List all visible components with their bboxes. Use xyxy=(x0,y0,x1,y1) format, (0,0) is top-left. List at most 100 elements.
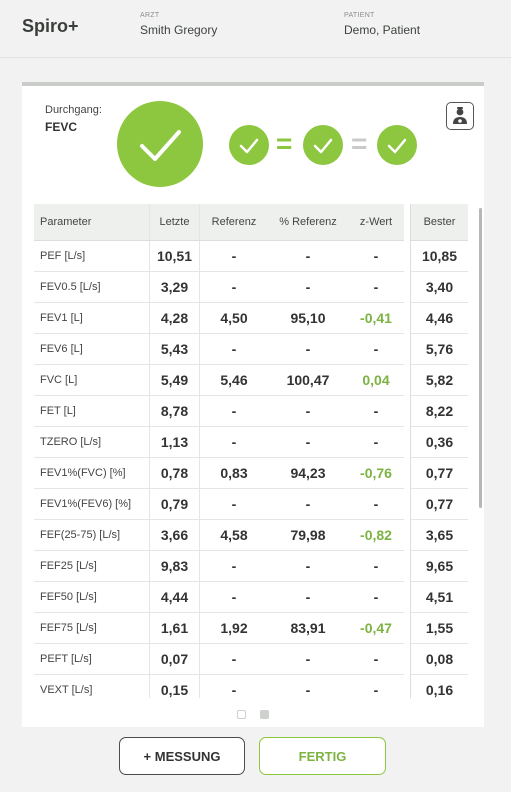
cell-z-wert: -0,82 xyxy=(360,527,392,543)
cell-referenz: 4,58 xyxy=(220,527,248,543)
cell-bester: 0,36 xyxy=(425,434,454,450)
table-row: FEV0.5 [L/s] 3,29 - - - xyxy=(34,272,404,303)
cell-param: FVC [L] xyxy=(34,365,150,395)
cell-bester: 8,22 xyxy=(425,403,454,419)
table-row: FEF(25-75) [L/s] 3,66 4,58 79,98 -0,82 xyxy=(34,520,404,551)
equals-icon-grey: = xyxy=(351,128,368,159)
cell-param: PEF [L/s] xyxy=(34,241,150,271)
cell-param: FEF25 [L/s] xyxy=(34,551,150,581)
cell-prozent-referenz: - xyxy=(305,434,311,450)
best-header-row: Bester xyxy=(410,204,468,241)
cell-referenz: - xyxy=(231,496,237,512)
person-icon-button[interactable] xyxy=(446,102,474,130)
cell-param: PEFT [L/s] xyxy=(34,644,150,674)
cell-bester: 10,85 xyxy=(421,248,458,264)
results-table-area[interactable]: Parameter Letzte Referenz % Referenz z-W… xyxy=(34,204,472,698)
cell-referenz: 4,50 xyxy=(220,310,248,326)
cell-prozent-referenz: 95,10 xyxy=(290,310,326,326)
cell-param: TZERO [L/s] xyxy=(34,427,150,457)
header-prozent-referenz: % Referenz xyxy=(279,216,337,228)
person-icon xyxy=(453,107,467,124)
best-row: 4,51 xyxy=(410,582,468,613)
best-row: 10,85 xyxy=(410,241,468,272)
cell-bester: 5,82 xyxy=(425,372,454,388)
results-table: Parameter Letzte Referenz % Referenz z-W… xyxy=(34,204,404,698)
cell-letzte: 0,78 xyxy=(150,458,200,488)
check-icon-2 xyxy=(303,125,343,165)
cell-bester: 0,16 xyxy=(425,682,454,698)
cell-z-wert: -0,47 xyxy=(360,620,392,636)
cell-referenz: - xyxy=(231,403,237,419)
header-z-wert: z-Wert xyxy=(359,216,393,228)
app-header: Spiro+ ARZT Smith Gregory PATIENT Demo, … xyxy=(0,0,511,58)
cell-prozent-referenz: - xyxy=(305,496,311,512)
cell-prozent-referenz: - xyxy=(305,589,311,605)
cell-z-wert: - xyxy=(373,341,379,357)
results-card: Durchgang: FEVC = = Parameter Letzte Ref… xyxy=(22,82,484,727)
table-row: FEV1%(FVC) [%] 0,78 0,83 94,23 -0,76 xyxy=(34,458,404,489)
table-row: FEV1%(FEV6) [%] 0,79 - - - xyxy=(34,489,404,520)
cell-prozent-referenz: 100,47 xyxy=(286,372,330,388)
best-row: 5,82 xyxy=(410,365,468,396)
page-dot-2[interactable] xyxy=(260,710,269,719)
cell-letzte: 0,07 xyxy=(150,644,200,674)
cell-letzte: 9,83 xyxy=(150,551,200,581)
cell-param: FEF75 [L/s] xyxy=(34,613,150,643)
cell-z-wert: - xyxy=(373,434,379,450)
cell-referenz: - xyxy=(231,434,237,450)
cell-prozent-referenz: - xyxy=(305,248,311,264)
best-row: 9,65 xyxy=(410,551,468,582)
cell-prozent-referenz: 83,91 xyxy=(290,620,326,636)
patient-value: Demo, Patient xyxy=(344,23,421,37)
finish-button[interactable]: FERTIG xyxy=(259,737,386,775)
add-measurement-button[interactable]: + MESSUNG xyxy=(119,737,245,775)
cell-referenz: 5,46 xyxy=(220,372,248,388)
cell-letzte: 5,43 xyxy=(150,334,200,364)
best-row: 8,22 xyxy=(410,396,468,427)
equals-icon-green: = xyxy=(276,128,293,159)
cell-z-wert: - xyxy=(373,651,379,667)
cell-letzte: 0,79 xyxy=(150,489,200,519)
header-parameter: Parameter xyxy=(34,204,150,240)
table-row: TZERO [L/s] 1,13 - - - xyxy=(34,427,404,458)
table-row: FEV1 [L] 4,28 4,50 95,10 -0,41 xyxy=(34,303,404,334)
best-row: 4,46 xyxy=(410,303,468,334)
cell-bester: 0,77 xyxy=(425,465,454,481)
cell-prozent-referenz: - xyxy=(305,558,311,574)
best-row: 5,76 xyxy=(410,334,468,365)
cell-prozent-referenz: - xyxy=(305,682,311,698)
cell-bester: 1,55 xyxy=(425,620,454,636)
table-header-row: Parameter Letzte Referenz % Referenz z-W… xyxy=(34,204,404,241)
cell-referenz: - xyxy=(231,341,237,357)
table-row: FVC [L] 5,49 5,46 100,47 0,04 xyxy=(34,365,404,396)
cell-referenz: - xyxy=(231,682,237,698)
cell-param: FEV6 [L] xyxy=(34,334,150,364)
cell-letzte: 8,78 xyxy=(150,396,200,426)
header-bester: Bester xyxy=(423,216,456,228)
cell-referenz: 1,92 xyxy=(220,620,248,636)
cell-z-wert: - xyxy=(373,589,379,605)
cell-param: FEV1%(FEV6) [%] xyxy=(34,489,150,519)
cell-prozent-referenz: - xyxy=(305,403,311,419)
page-indicator xyxy=(237,710,269,719)
cell-z-wert: 0,04 xyxy=(362,372,390,388)
cell-z-wert: -0,76 xyxy=(360,465,392,481)
cell-param: VEXT [L/s] xyxy=(34,675,150,698)
table-scrollbar[interactable] xyxy=(479,208,482,508)
page-dot-1[interactable] xyxy=(237,710,246,719)
cell-z-wert: - xyxy=(373,558,379,574)
cell-bester: 3,40 xyxy=(425,279,454,295)
patient-block: PATIENT Demo, Patient xyxy=(344,12,420,37)
table-row: FEF25 [L/s] 9,83 - - - xyxy=(34,551,404,582)
cell-letzte: 4,28 xyxy=(150,303,200,333)
cell-z-wert: - xyxy=(373,496,379,512)
cell-referenz: - xyxy=(231,651,237,667)
cell-letzte: 3,29 xyxy=(150,272,200,302)
cell-prozent-referenz: 94,23 xyxy=(290,465,326,481)
cell-referenz: - xyxy=(231,558,237,574)
cell-prozent-referenz: - xyxy=(305,651,311,667)
cell-letzte: 1,61 xyxy=(150,613,200,643)
table-row: PEFT [L/s] 0,07 - - - xyxy=(34,644,404,675)
cell-bester: 4,51 xyxy=(425,589,454,605)
best-row: 0,16 xyxy=(410,675,468,698)
